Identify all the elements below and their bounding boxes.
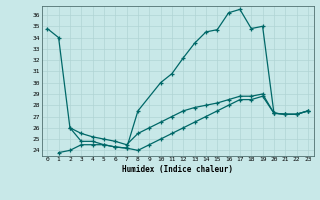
X-axis label: Humidex (Indice chaleur): Humidex (Indice chaleur) — [122, 165, 233, 174]
